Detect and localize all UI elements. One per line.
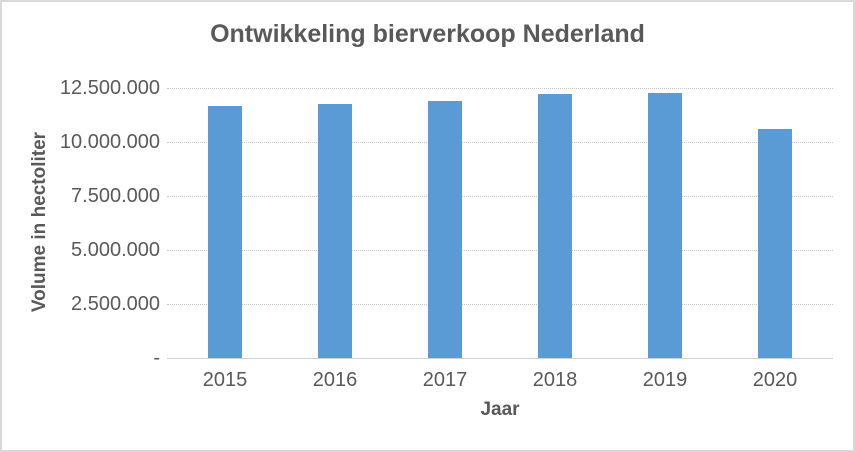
gridline (167, 250, 833, 251)
chart-title: Ontwikkeling bierverkoop Nederland (210, 20, 645, 48)
gridline (167, 88, 833, 89)
x-tick-label: 2015 (202, 369, 248, 391)
x-tick-label: 2020 (752, 369, 798, 391)
gridline (167, 196, 833, 197)
x-tick-label: 2018 (532, 369, 578, 391)
gridline (167, 142, 833, 143)
y-tick-label: 5.000.000 (71, 239, 160, 261)
x-tick-label: 2019 (642, 369, 688, 391)
x-axis-line (167, 358, 833, 359)
x-tick-label: 2016 (312, 369, 358, 391)
y-tick-label: 2.500.000 (71, 293, 160, 315)
bar-2016 (318, 104, 352, 358)
bar-2019 (648, 93, 682, 358)
x-tick-label: 2017 (422, 369, 468, 391)
y-tick-label: - (153, 347, 160, 369)
gridline (167, 304, 833, 305)
x-axis-title: Jaar (480, 399, 520, 420)
bar-2015 (208, 106, 242, 358)
bar-2017 (428, 100, 462, 358)
y-tick-label: 12.500.000 (59, 77, 160, 99)
y-tick-label: 7.500.000 (71, 185, 160, 207)
y-axis-title: Volume in hectoliter (29, 131, 50, 313)
bar-2020 (758, 129, 792, 358)
bar-2018 (538, 94, 572, 358)
y-tick-label: 10.000.000 (59, 131, 160, 153)
